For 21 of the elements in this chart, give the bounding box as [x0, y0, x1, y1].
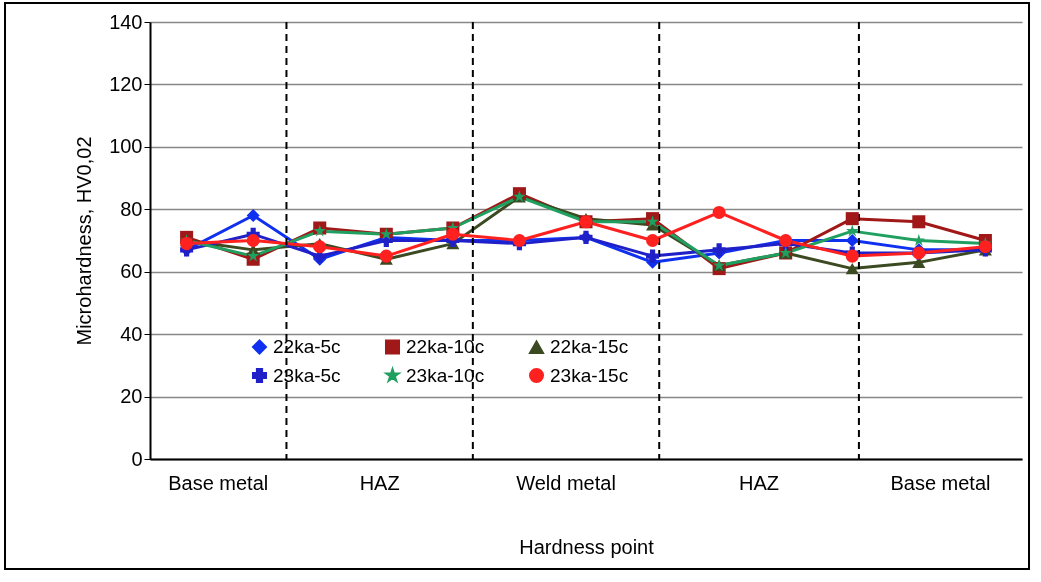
text: Base metal: [890, 472, 991, 494]
y-tick-label: 100: [109, 135, 143, 158]
legend-label: 22ka-5c: [273, 335, 341, 357]
legend-label: 23ka-15c: [550, 364, 629, 386]
y-tick-label: 120: [109, 72, 143, 95]
y-tick-label: 0: [131, 447, 143, 470]
text: Weld metal: [516, 472, 616, 494]
text: Base metal: [168, 472, 269, 494]
text: HAZ: [359, 472, 400, 494]
y-tick-label: 140: [109, 10, 143, 33]
y-tick-label: 20: [120, 385, 143, 408]
y-axis-title: Microhardness, HV0,02: [73, 136, 96, 346]
y-tick-label: 60: [120, 260, 143, 283]
legend-label: 22ka-15c: [550, 336, 629, 358]
x-axis-title: Hardness point: [519, 535, 655, 558]
y-tick-label: 40: [120, 322, 143, 345]
legend-label: 23ka-10c: [406, 364, 485, 386]
legend-label: 23ka-5c: [273, 364, 341, 386]
legend-label: 22ka-10c: [406, 335, 485, 357]
y-tick-label: 80: [120, 197, 143, 220]
text: HAZ: [739, 472, 780, 494]
